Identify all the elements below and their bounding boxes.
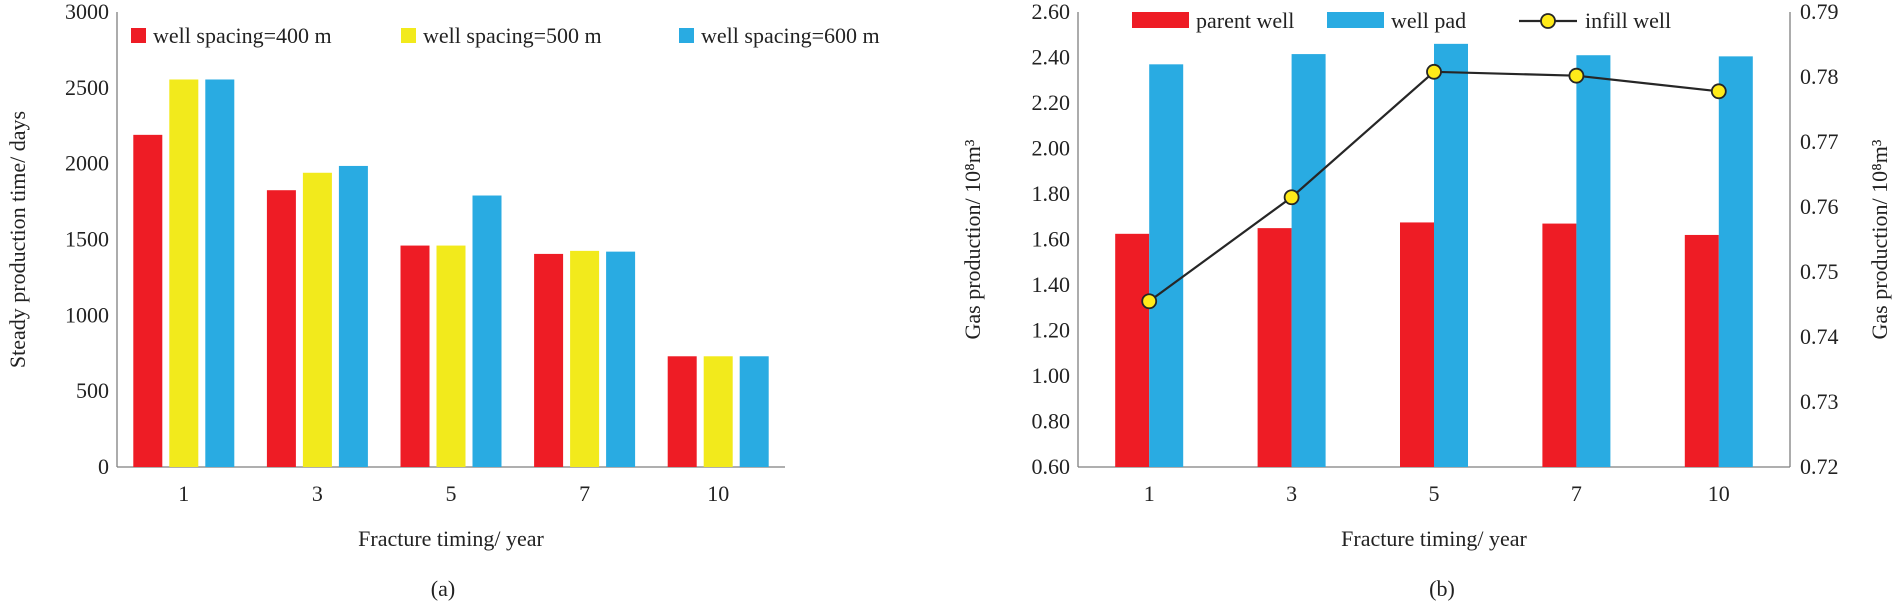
y-tick-label-right-b: 0.77 xyxy=(1800,129,1839,154)
legend-label-a: well spacing=600 m xyxy=(701,23,880,48)
point-b-infill-well xyxy=(1141,293,1158,310)
caption-a: (a) xyxy=(431,576,455,601)
y-tick-label-a: 1000 xyxy=(65,302,109,327)
bar-b-well-pad xyxy=(1576,55,1611,467)
y-tick-label-a: 3000 xyxy=(65,0,109,24)
bar-a-well-spacing-400-m xyxy=(266,190,296,468)
bar-b-parent-well xyxy=(1684,234,1719,467)
y-axis-title-left-b: Gas production/ 10⁸m³ xyxy=(960,139,985,339)
y-tick-label-left-b: 1.20 xyxy=(1032,318,1071,343)
x-tick-label-b: 7 xyxy=(1571,481,1582,506)
y-tick-label-left-b: 1.00 xyxy=(1032,363,1071,388)
legend-swatch-a xyxy=(679,28,694,43)
x-axis-title-a: Fracture timing/ year xyxy=(358,526,544,551)
bar-a-well-spacing-600-m xyxy=(338,165,368,468)
y-tick-label-a: 0 xyxy=(98,454,109,479)
legend-label-b: parent well xyxy=(1196,8,1294,33)
bar-a-well-spacing-600-m xyxy=(606,251,636,467)
x-tick-label-a: 5 xyxy=(446,481,457,506)
legend-swatch-a xyxy=(131,28,146,43)
legend-label-b: infill well xyxy=(1585,8,1671,33)
bar-a-well-spacing-500-m xyxy=(302,172,332,467)
y-tick-label-left-b: 1.40 xyxy=(1032,272,1071,297)
y-tick-label-right-b: 0.79 xyxy=(1800,0,1839,24)
y-tick-label-right-b: 0.74 xyxy=(1800,324,1839,349)
y-tick-label-a: 2000 xyxy=(65,151,109,176)
bar-a-well-spacing-500-m xyxy=(169,79,199,467)
y-axis-title-a: Steady production time/ days xyxy=(5,111,30,368)
bar-b-well-pad xyxy=(1291,54,1326,468)
y-axis-title-right-b: Gas production/ 10⁸m³ xyxy=(1867,139,1892,339)
bar-b-well-pad xyxy=(1718,56,1753,468)
y-tick-label-a: 2500 xyxy=(65,75,109,100)
bar-a-well-spacing-500-m xyxy=(436,245,466,467)
legend-label-a: well spacing=500 m xyxy=(423,23,602,48)
bar-a-well-spacing-600-m xyxy=(205,79,235,467)
x-tick-label-a: 7 xyxy=(579,481,590,506)
bar-a-well-spacing-500-m xyxy=(570,250,600,467)
bar-b-parent-well xyxy=(1257,228,1292,467)
bar-b-parent-well xyxy=(1400,222,1434,467)
bar-a-well-spacing-400-m xyxy=(133,134,163,467)
x-tick-label-b: 3 xyxy=(1286,481,1297,506)
x-tick-label-b: 5 xyxy=(1429,481,1440,506)
y-tick-label-a: 500 xyxy=(76,378,109,403)
legend-swatch-b xyxy=(1327,12,1384,28)
bar-a-well-spacing-600-m xyxy=(739,356,769,467)
y-tick-label-left-b: 0.80 xyxy=(1032,409,1071,434)
point-b-infill-well xyxy=(1568,67,1585,84)
point-b-infill-well xyxy=(1710,83,1727,100)
legend-label-b: well pad xyxy=(1391,8,1466,33)
x-tick-label-b: 1 xyxy=(1144,481,1155,506)
y-tick-label-left-b: 2.60 xyxy=(1032,0,1071,24)
x-tick-label-a: 3 xyxy=(312,481,323,506)
y-tick-label-left-b: 2.00 xyxy=(1032,136,1071,161)
y-tick-label-left-b: 1.80 xyxy=(1032,181,1071,206)
x-tick-label-a: 1 xyxy=(178,481,189,506)
legend-swatch-b xyxy=(1540,13,1556,29)
bar-a-well-spacing-400-m xyxy=(667,356,697,467)
y-tick-label-a: 1500 xyxy=(65,227,109,252)
bar-b-parent-well xyxy=(1115,233,1150,467)
y-tick-label-right-b: 0.75 xyxy=(1800,259,1839,284)
caption-b: (b) xyxy=(1429,576,1455,601)
x-axis-title-b: Fracture timing/ year xyxy=(1341,526,1527,551)
x-tick-label-b: 10 xyxy=(1708,481,1730,506)
y-tick-label-left-b: 2.20 xyxy=(1032,90,1071,115)
y-tick-label-right-b: 0.78 xyxy=(1800,64,1839,89)
y-tick-label-right-b: 0.72 xyxy=(1800,454,1839,479)
point-b-infill-well xyxy=(1426,63,1442,80)
bar-a-well-spacing-500-m xyxy=(703,356,733,467)
point-b-infill-well xyxy=(1283,189,1300,206)
bar-b-parent-well xyxy=(1542,223,1577,467)
y-tick-label-left-b: 2.40 xyxy=(1032,45,1071,70)
y-tick-label-left-b: 1.60 xyxy=(1032,227,1071,252)
bar-a-well-spacing-400-m xyxy=(534,253,564,467)
x-tick-label-a: 10 xyxy=(707,481,729,506)
y-tick-label-left-b: 0.60 xyxy=(1032,454,1071,479)
legend-swatch-b xyxy=(1132,12,1189,28)
bar-a-well-spacing-400-m xyxy=(400,245,430,467)
bar-b-well-pad xyxy=(1149,64,1184,467)
bar-b-well-pad xyxy=(1434,43,1468,467)
y-tick-label-right-b: 0.76 xyxy=(1800,194,1839,219)
y-tick-label-right-b: 0.73 xyxy=(1800,389,1839,414)
legend-label-a: well spacing=400 m xyxy=(153,23,332,48)
legend-swatch-a xyxy=(401,28,416,43)
bar-a-well-spacing-600-m xyxy=(472,195,502,467)
